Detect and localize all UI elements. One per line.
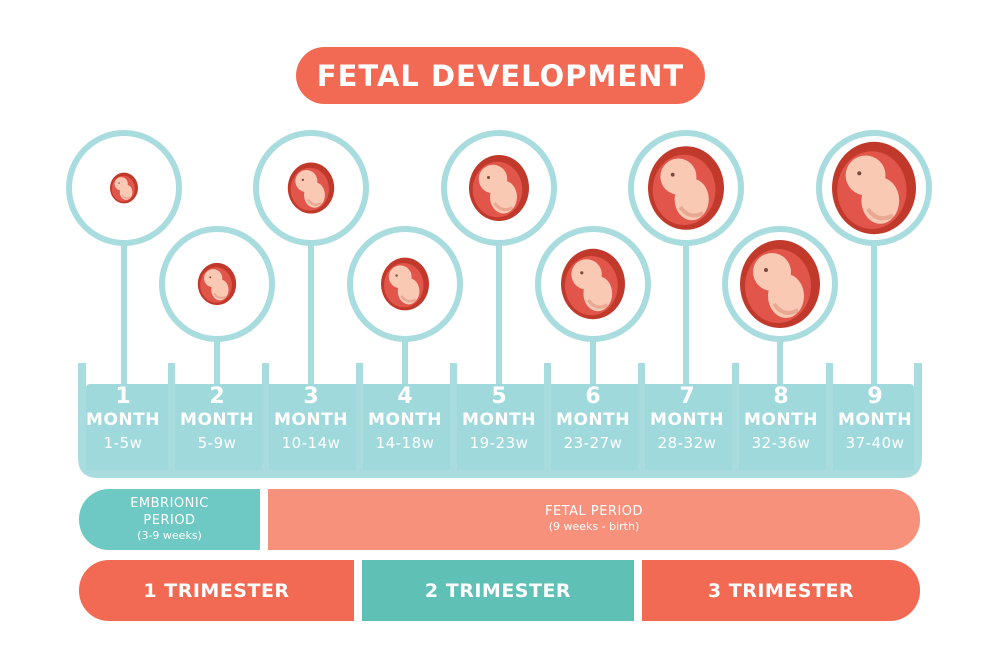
month-divider [638, 363, 645, 470]
tray-fill [86, 384, 914, 470]
month-weeks: 1-5w [103, 434, 143, 452]
connector-line [590, 339, 596, 384]
embryo-limb [493, 202, 514, 212]
embryo-month-3-icon [287, 162, 335, 214]
month-label: MONTH [744, 410, 818, 430]
connector-line [402, 339, 408, 384]
connector-line [214, 339, 220, 384]
connector-line [496, 243, 502, 384]
month-column-5: 5 MONTH 19-23w [454, 385, 544, 455]
month-column-7: 7 MONTH 28-32w [642, 385, 732, 455]
month-number: 6 [585, 384, 601, 409]
embryo-eye [487, 176, 490, 179]
month-divider [168, 363, 175, 470]
month-column-3: 3 MONTH 10-14w [266, 385, 356, 455]
embryo-month-9-icon [832, 141, 916, 235]
month-number: 5 [491, 384, 507, 409]
tray-fill-bottom [86, 455, 914, 470]
month-label: MONTH [462, 410, 536, 430]
embryo-eye [857, 171, 862, 176]
month-weeks: 19-23w [469, 434, 529, 452]
embryonic-period-bar: EMBRIONIC PERIOD (3-9 weeks) [79, 489, 260, 550]
month-label: MONTH [368, 410, 442, 430]
connector-line [121, 243, 127, 384]
embryo-limb [306, 198, 323, 206]
month-number: 7 [679, 384, 695, 409]
month-number: 4 [397, 384, 413, 409]
month-number: 8 [773, 384, 789, 409]
month-column-2: 2 MONTH 5-9w [172, 385, 262, 455]
embryo-month-8-icon [740, 240, 820, 328]
fetal-period-title: FETAL PERIOD [544, 504, 644, 519]
embryo-month-1-icon [110, 172, 138, 204]
month-weeks: 5-9w [197, 434, 237, 452]
month-weeks: 10-14w [281, 434, 341, 452]
embryo-eye [670, 172, 675, 177]
embryo-limb [678, 205, 705, 218]
embryo-limb [121, 194, 131, 199]
month-divider [262, 363, 269, 470]
month-column-9: 9 MONTH 37-40w [830, 385, 920, 455]
connector-line [683, 243, 689, 384]
embryonic-period-range: (3-9 weeks) [137, 529, 202, 542]
embryo-eye [764, 268, 768, 272]
month-label: MONTH [180, 410, 254, 430]
month-label: MONTH [838, 410, 912, 430]
connector-line [308, 243, 314, 384]
embryo-eye [580, 271, 584, 275]
month-divider [356, 363, 363, 470]
embryo-limb [213, 293, 227, 299]
embryonic-line1: EMBRIONIC [130, 496, 209, 511]
trimester-1-bar: 1 TRIMESTER [79, 560, 354, 621]
month-label: MONTH [556, 410, 630, 430]
embryo-month-4-icon [381, 257, 429, 311]
month-number: 3 [303, 384, 319, 409]
month-divider [732, 363, 739, 470]
embryonic-period-title: EMBRIONIC PERIOD [79, 495, 260, 529]
embryo-limb [400, 295, 417, 303]
embryo-limb [586, 299, 609, 309]
embryo-eye [118, 182, 120, 184]
month-number: 2 [209, 384, 225, 409]
embryo-month-2-icon [197, 262, 237, 306]
embryo-month-6-icon [561, 248, 625, 320]
month-column-1: 1 MONTH 1-5w [78, 385, 168, 455]
month-label: MONTH [274, 410, 348, 430]
month-weeks: 14-18w [375, 434, 435, 452]
month-weeks: 28-32w [657, 434, 717, 452]
month-label: MONTH [86, 410, 160, 430]
embryo-eye [301, 178, 305, 182]
month-divider [826, 363, 833, 470]
month-divider [544, 363, 551, 470]
embryo-month-5-icon [469, 155, 529, 221]
month-column-8: 8 MONTH 32-36w [736, 385, 826, 455]
month-number: 1 [115, 384, 131, 409]
embryonic-line2: PERIOD [143, 513, 196, 528]
fetal-period-bar: FETAL PERIOD (9 weeks - birth) [268, 489, 920, 550]
embryo-eye [395, 274, 398, 277]
embryo-limb [865, 207, 894, 221]
month-weeks: 23-27w [563, 434, 623, 452]
month-number: 9 [867, 384, 883, 409]
connector-line [777, 339, 783, 384]
trimester-3-bar: 3 TRIMESTER [642, 560, 920, 621]
month-label: MONTH [650, 410, 724, 430]
fetal-period-range: (9 weeks - birth) [548, 520, 640, 533]
embryo-eye [209, 276, 212, 279]
month-column-4: 4 MONTH 14-18w [360, 385, 450, 455]
page-title: FETAL DEVELOPMENT [296, 47, 705, 104]
embryo-month-7-icon [648, 146, 724, 230]
trimester-2-bar: 2 TRIMESTER [362, 560, 634, 621]
month-column-6: 6 MONTH 23-27w [548, 385, 638, 455]
month-weeks: 32-36w [751, 434, 811, 452]
connector-line [871, 243, 877, 384]
month-weeks: 37-40w [845, 434, 905, 452]
month-divider [450, 363, 457, 470]
embryo-limb [772, 302, 799, 315]
